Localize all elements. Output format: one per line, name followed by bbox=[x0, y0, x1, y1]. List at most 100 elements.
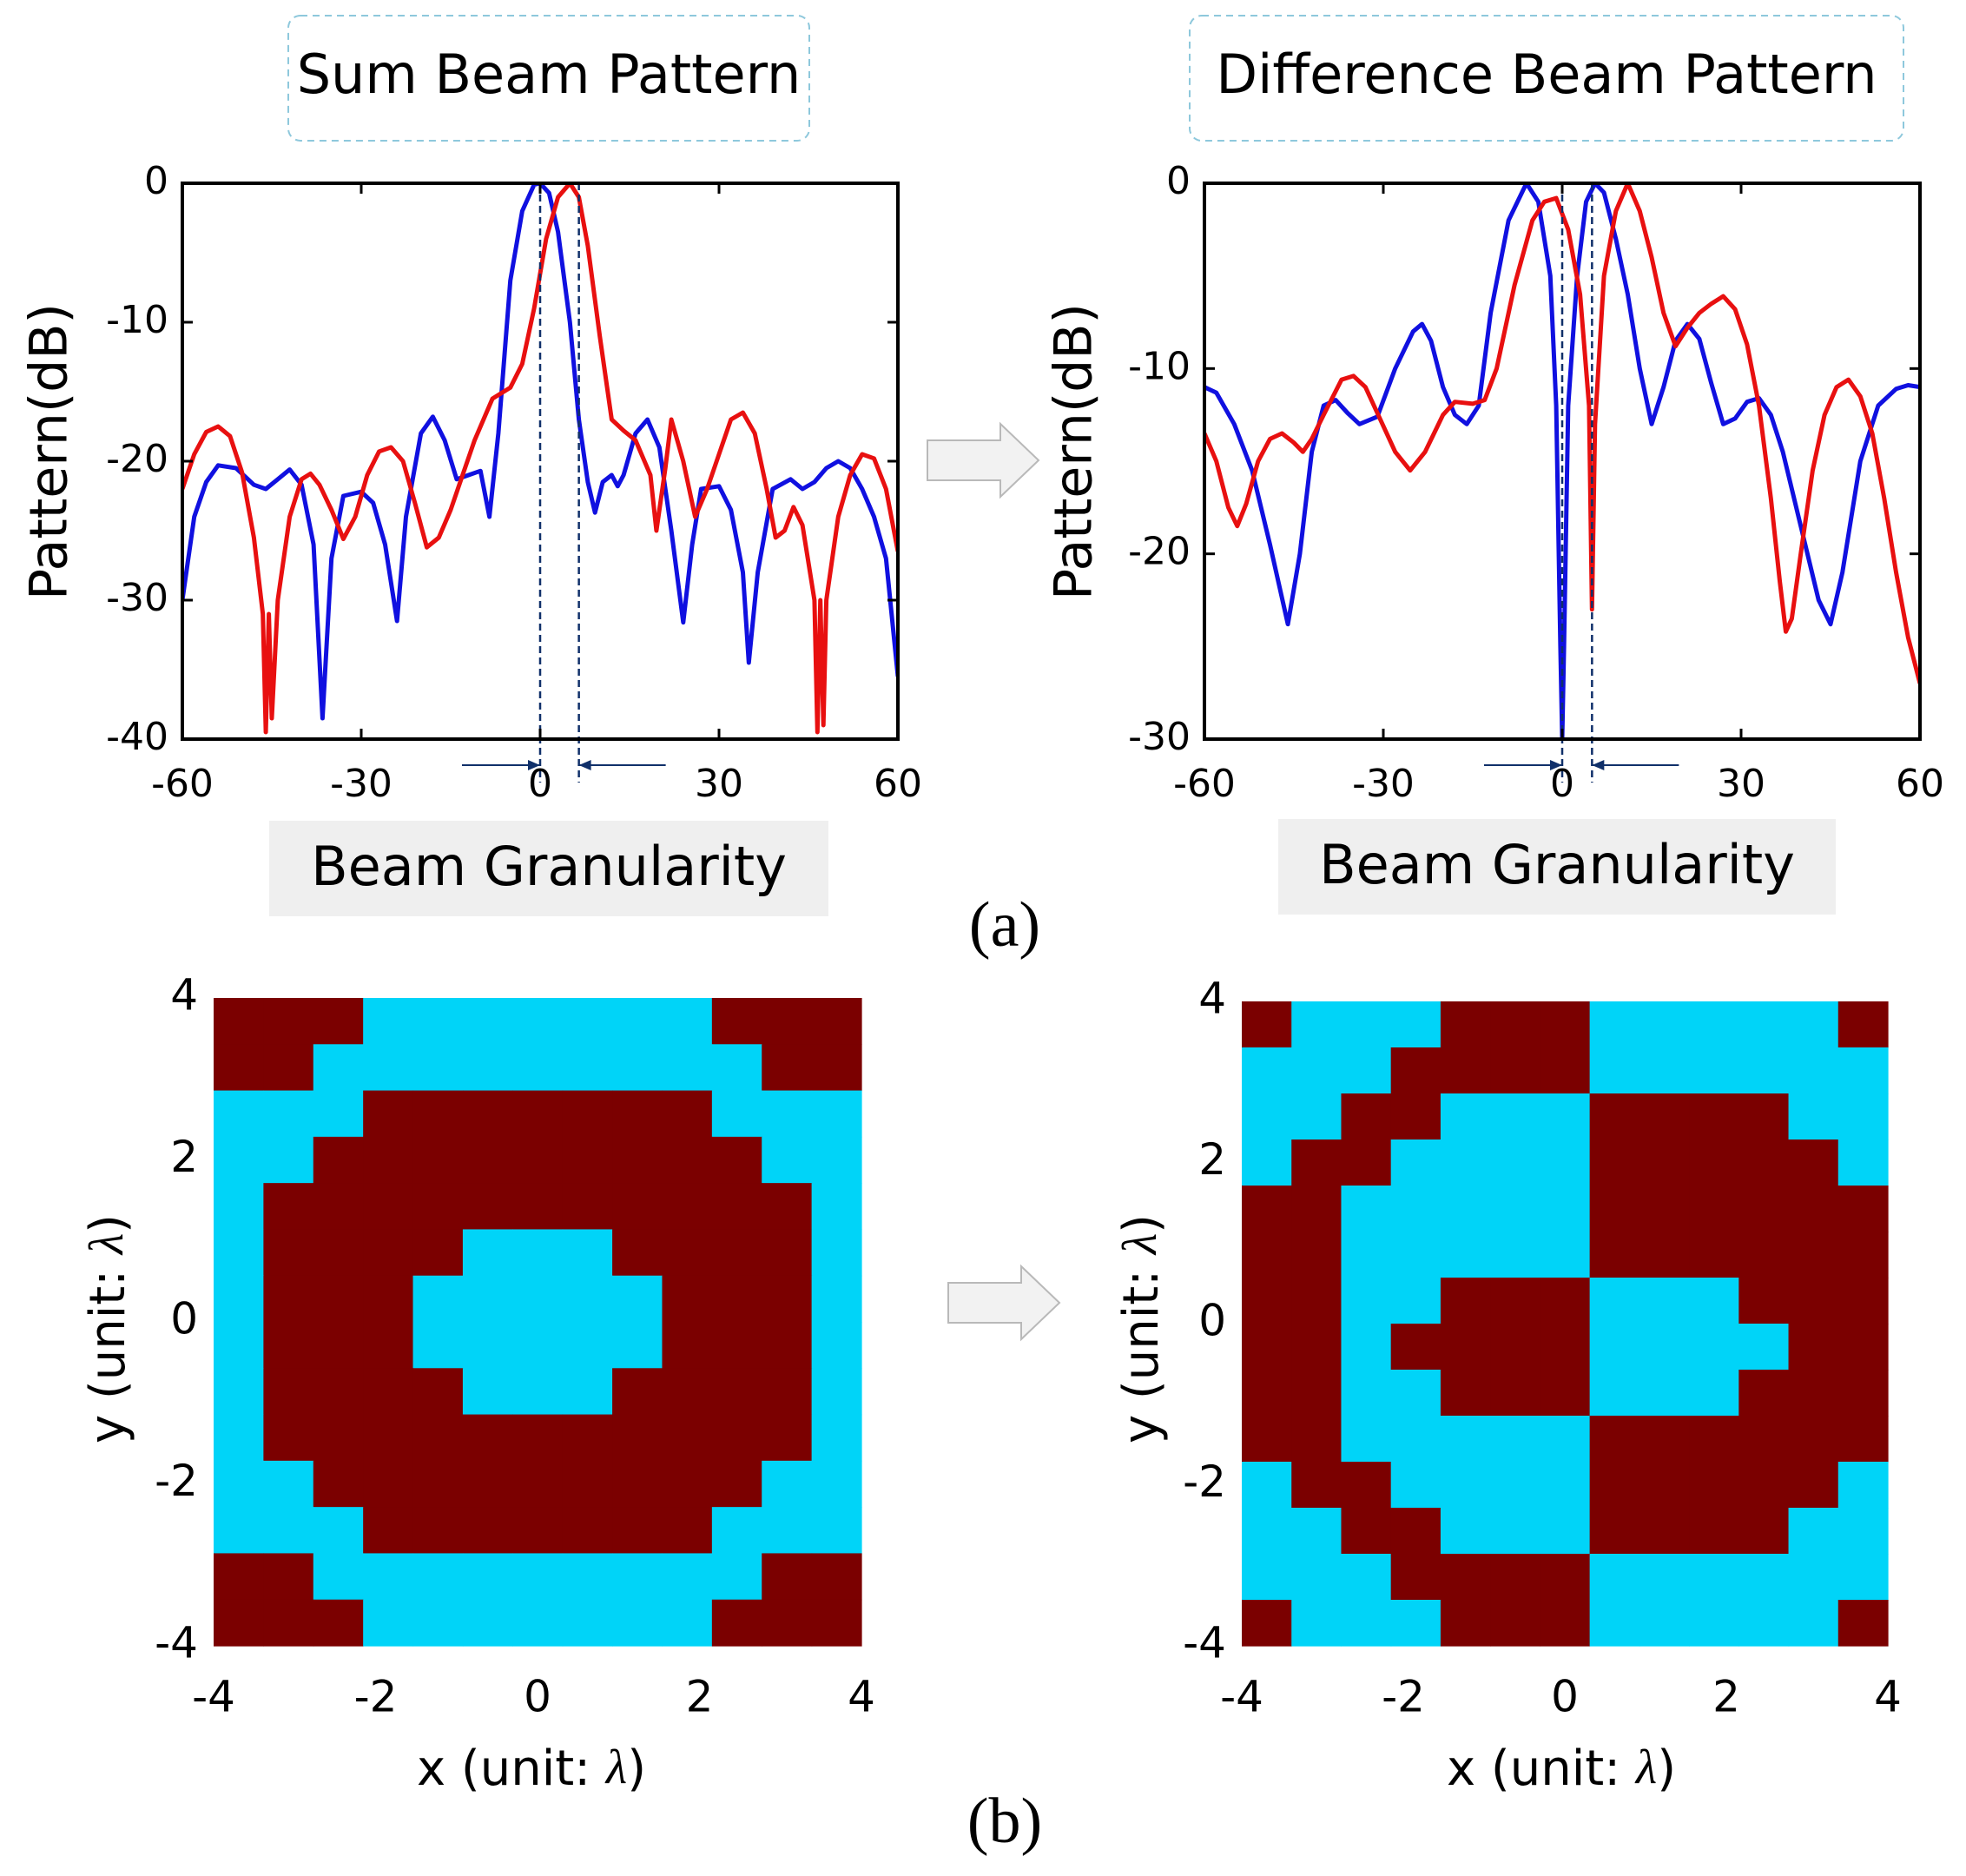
sum-aperture-cell bbox=[313, 1136, 364, 1184]
sum-aperture-cell bbox=[811, 1044, 862, 1092]
sum-aperture-y-tick-label: 0 bbox=[170, 1294, 198, 1344]
difference-aperture-cell bbox=[1788, 1001, 1839, 1048]
sum-aperture-cell bbox=[214, 1553, 264, 1601]
difference-aperture-cell bbox=[1242, 1139, 1292, 1186]
sum-aperture-cell bbox=[512, 1275, 564, 1323]
difference-xlabel-box bbox=[1278, 819, 1836, 915]
difference-aperture-cell bbox=[1291, 1600, 1343, 1647]
difference-series-blue bbox=[1204, 183, 1920, 739]
sum-aperture-cell bbox=[662, 1460, 713, 1508]
difference-aperture-cell bbox=[1738, 1001, 1790, 1048]
difference-aperture-cell bbox=[1341, 1139, 1392, 1186]
difference-aperture-cell bbox=[1589, 1139, 1640, 1186]
transition-arrow-a bbox=[927, 421, 1040, 499]
sum-marker-arrowhead bbox=[528, 760, 540, 770]
difference-aperture-cell bbox=[1738, 1232, 1790, 1278]
difference-aperture-cell bbox=[1242, 1047, 1292, 1094]
difference-aperture-cell bbox=[1242, 1600, 1292, 1647]
sum-aperture-y-label: y (unit: λ) bbox=[80, 1214, 136, 1443]
sum-aperture-cell bbox=[412, 1136, 464, 1184]
difference-aperture-cell bbox=[1589, 1001, 1640, 1048]
difference-series-red bbox=[1204, 183, 1920, 684]
difference-aperture-cell bbox=[1788, 1278, 1839, 1324]
sum-aperture-cell bbox=[363, 1275, 414, 1323]
sum-aperture-cell bbox=[562, 1553, 613, 1601]
sum-aperture-cell bbox=[462, 1090, 513, 1138]
difference-title-box bbox=[1189, 15, 1904, 142]
difference-x-tick-label: -60 bbox=[1173, 762, 1236, 806]
sum-aperture-cell bbox=[412, 1599, 464, 1647]
sum-marker-arrowhead bbox=[578, 760, 591, 770]
sum-aperture-cell bbox=[462, 1460, 513, 1508]
sum-aperture-cell bbox=[462, 1507, 513, 1555]
difference-x-tick-label: -30 bbox=[1352, 762, 1415, 806]
sum-aperture-cell bbox=[711, 1136, 762, 1184]
sum-aperture-cell bbox=[762, 1460, 813, 1508]
sum-aperture-cell bbox=[662, 1090, 713, 1138]
sum-aperture-cell bbox=[762, 1599, 813, 1647]
sum-aperture-cell bbox=[762, 998, 813, 1045]
sum-aperture-cell bbox=[811, 1229, 862, 1277]
difference-aperture-cell bbox=[1291, 1370, 1343, 1417]
sum-aperture-cell bbox=[711, 1322, 762, 1369]
difference-aperture-cell bbox=[1689, 1139, 1739, 1186]
difference-aperture-cell bbox=[1589, 1462, 1640, 1509]
sum-aperture-x-label-prefix: x (unit: bbox=[417, 1741, 606, 1797]
difference-aperture-cell bbox=[1788, 1600, 1839, 1647]
sum-aperture-cell bbox=[612, 1044, 663, 1092]
sum-aperture-cell bbox=[562, 1460, 613, 1508]
difference-aperture-cell bbox=[1589, 1554, 1640, 1601]
sum-aperture-cell bbox=[811, 1136, 862, 1184]
difference-aperture-cell bbox=[1440, 1001, 1491, 1048]
sum-aperture-cell bbox=[412, 1368, 464, 1416]
difference-aperture-cell bbox=[1639, 1416, 1690, 1463]
difference-aperture-cell bbox=[1589, 1324, 1640, 1371]
difference-aperture-cell bbox=[1540, 1047, 1591, 1094]
difference-aperture-cell bbox=[1242, 1324, 1292, 1371]
sum-aperture-cell bbox=[762, 1553, 813, 1601]
sum-aperture-cell bbox=[512, 1460, 564, 1508]
difference-aperture-cell bbox=[1837, 1600, 1889, 1647]
sum-aperture-cell bbox=[562, 998, 613, 1045]
difference-aperture-cell bbox=[1788, 1324, 1839, 1371]
sum-aperture-cell bbox=[512, 1229, 564, 1277]
sum-aperture-cell bbox=[662, 1368, 713, 1416]
sum-aperture-cell bbox=[762, 1275, 813, 1323]
difference-aperture-cell bbox=[1639, 1047, 1690, 1094]
caption-b: (b) bbox=[967, 1786, 1042, 1857]
sum-aperture-cell bbox=[711, 1414, 762, 1462]
difference-aperture-cell bbox=[1490, 1047, 1540, 1094]
sum-y-tick-label: -40 bbox=[106, 715, 168, 759]
difference-aperture-cell bbox=[1490, 1232, 1540, 1278]
sum-aperture-cell bbox=[711, 1229, 762, 1277]
sum-aperture-cell bbox=[412, 1229, 464, 1277]
difference-aperture-cell bbox=[1837, 1139, 1889, 1186]
difference-aperture-x-label: x (unit: λ) bbox=[1447, 1741, 1676, 1797]
sum-aperture-y-tick-label: -4 bbox=[155, 1618, 198, 1668]
sum-aperture-cell bbox=[363, 1368, 414, 1416]
difference-aperture-cell bbox=[1689, 1370, 1739, 1417]
difference-aperture-cell bbox=[1390, 1186, 1442, 1232]
difference-marker-arrowhead bbox=[1592, 760, 1605, 770]
sum-aperture-y-tick-label: 4 bbox=[170, 970, 198, 1021]
sum-aperture-cell bbox=[412, 998, 464, 1045]
sum-aperture-cell bbox=[512, 1090, 564, 1138]
sum-aperture-grid: -4 -2 0 2 4 4 2 0 -2 -4 x (unit: λ) y (unit: λ) bbox=[80, 970, 875, 1798]
difference-aperture-cell bbox=[1540, 1186, 1591, 1232]
difference-aperture-cell bbox=[1589, 1186, 1640, 1232]
difference-aperture-cell bbox=[1440, 1047, 1491, 1094]
sum-y-axis-label: Pattern(dB) bbox=[19, 303, 80, 600]
difference-y-tick-label: -30 bbox=[1128, 715, 1191, 759]
difference-marker-arrowhead bbox=[1550, 760, 1562, 770]
sum-aperture-cell bbox=[662, 1414, 713, 1462]
sum-aperture-cell bbox=[363, 1183, 414, 1231]
sum-aperture-cell bbox=[711, 998, 762, 1045]
sum-aperture-cell bbox=[412, 1507, 464, 1555]
difference-aperture-cell bbox=[1540, 1093, 1591, 1140]
difference-aperture-cell bbox=[1390, 1324, 1442, 1371]
sum-aperture-cell bbox=[313, 1275, 364, 1323]
difference-aperture-y-tick-label: -2 bbox=[1183, 1457, 1226, 1507]
difference-aperture-cell bbox=[1341, 1416, 1392, 1463]
sum-xlabel-box bbox=[269, 821, 828, 916]
sum-aperture-cell bbox=[313, 1044, 364, 1092]
